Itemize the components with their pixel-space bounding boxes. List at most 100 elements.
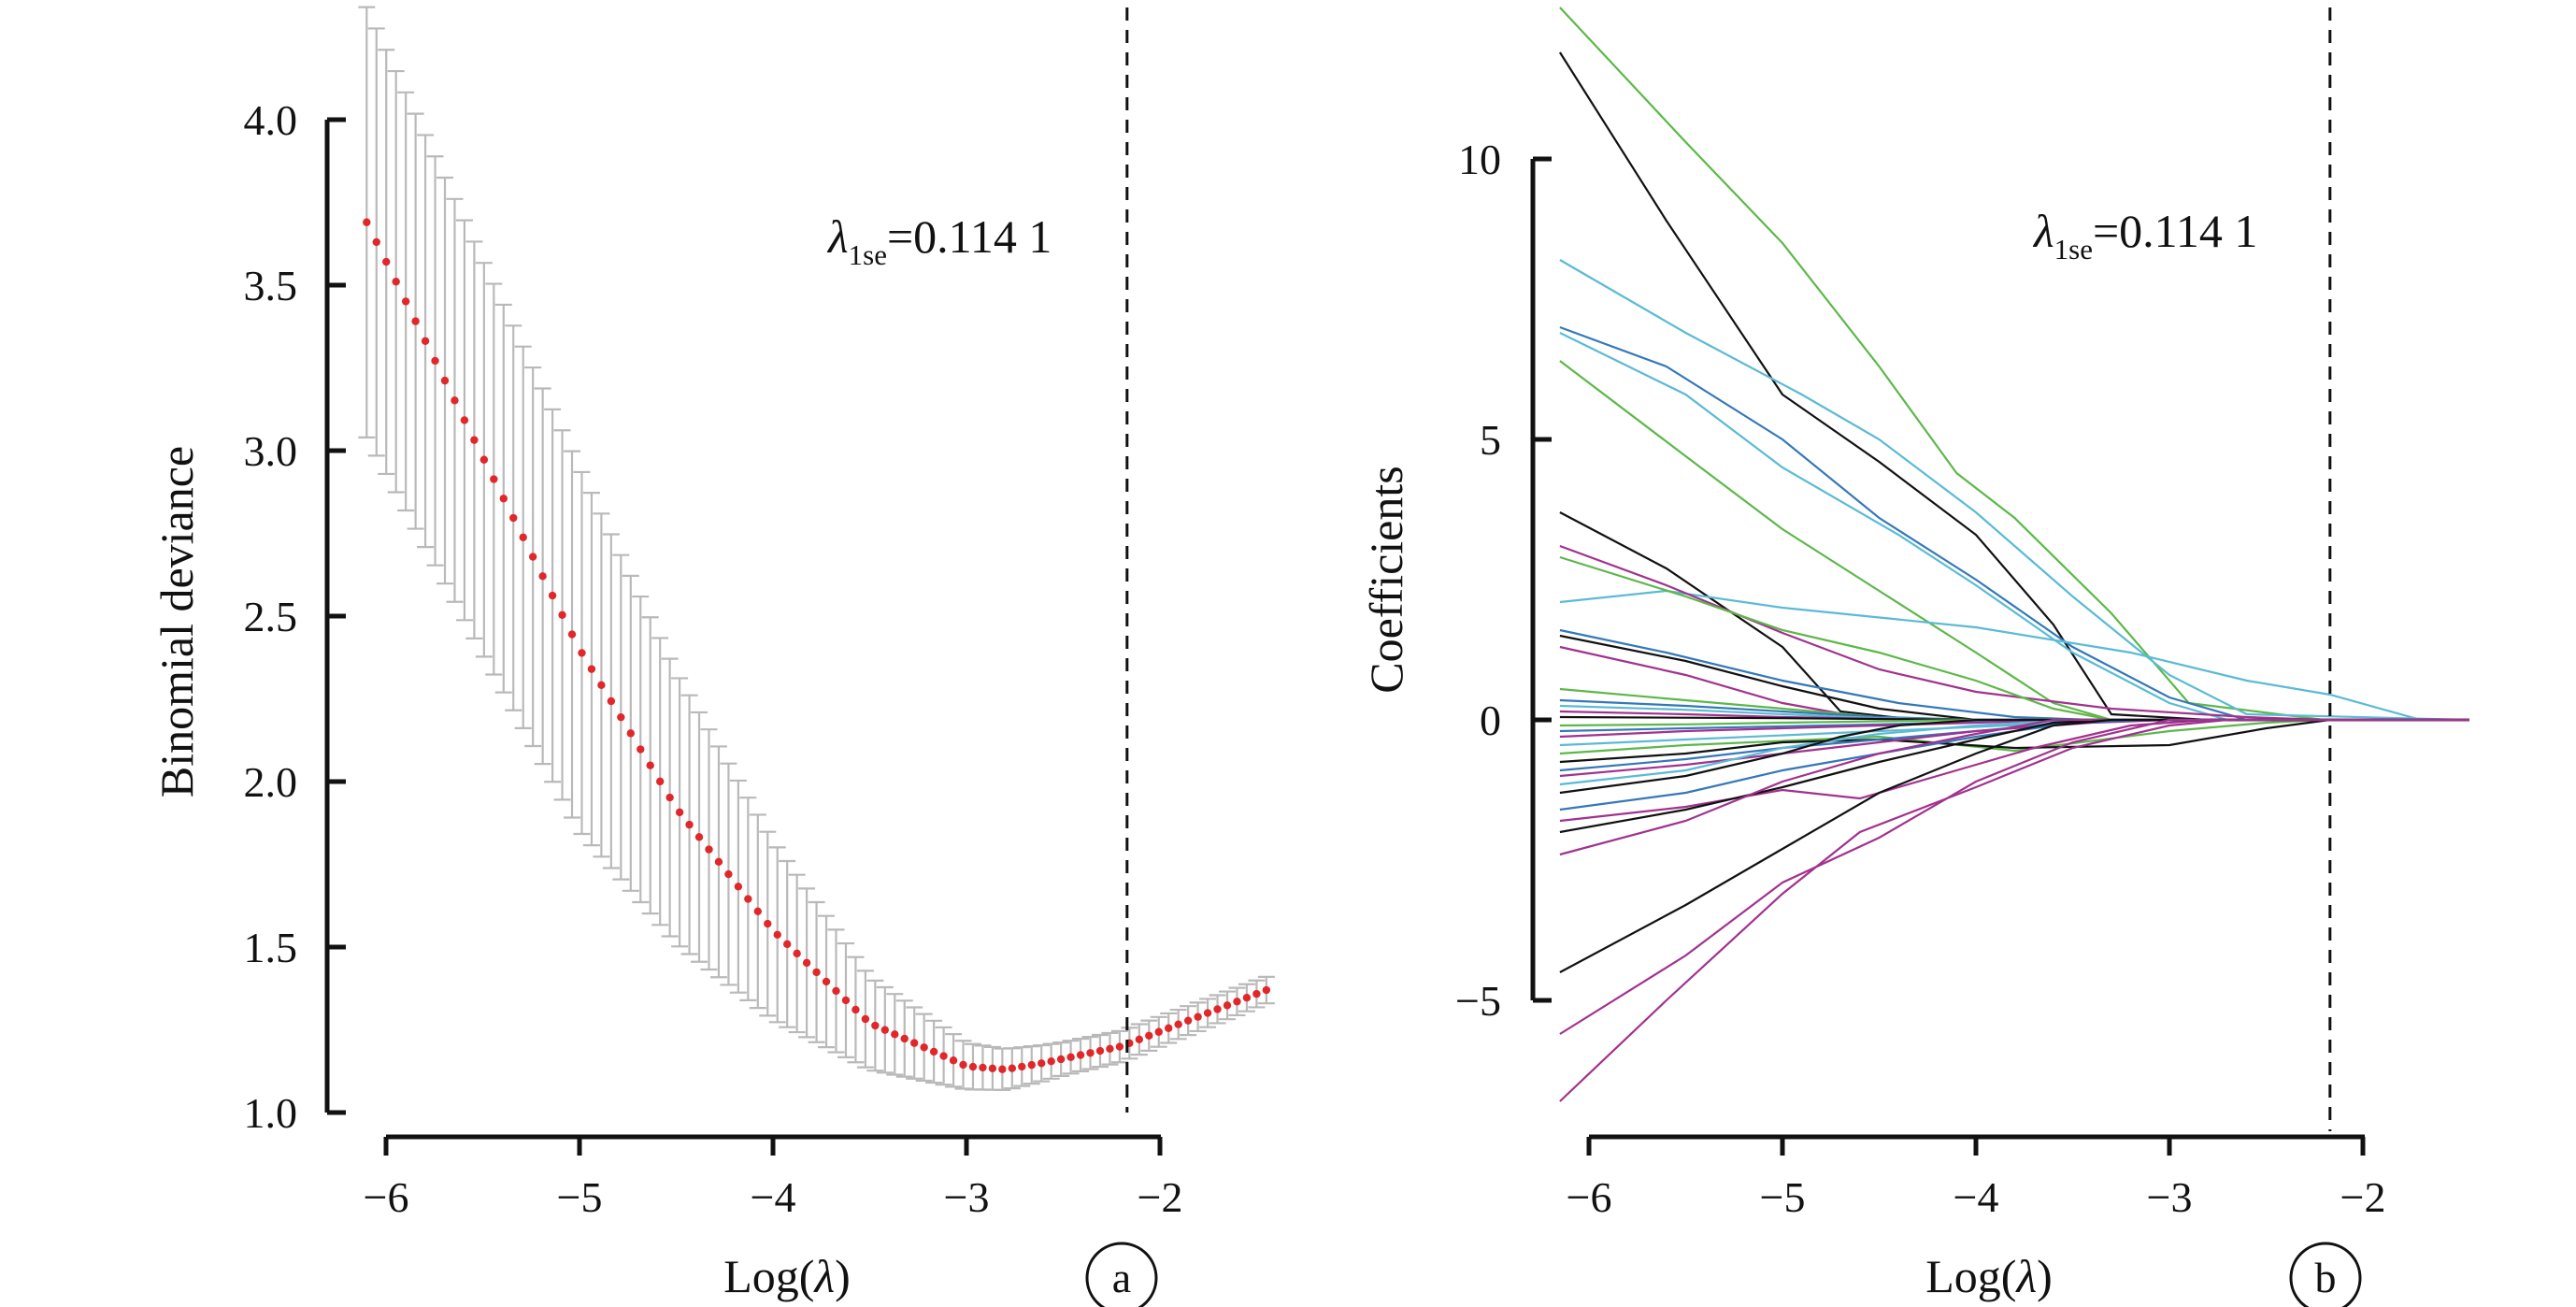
panel-a-cv-point [685,820,694,829]
panel-a-cv-point [929,1047,938,1056]
panel-a-label: a [1112,1254,1131,1301]
panel-a-cv-point [470,436,479,444]
panel-b-coefficient-path-1 [1559,7,2469,722]
panel-a-cv-point [392,278,400,286]
panel-a-cv-point [490,475,498,483]
panel-a-x-tick-label: −5 [557,1173,603,1221]
panel-a-y-tick-label: 3.0 [244,427,298,475]
panel-a-y-axis-label: Binomial deviance [150,446,203,797]
panel-b-label-circle [2289,1242,2362,1307]
panel-a-lambda-value: =0.114 1 [887,210,1052,263]
panel-b-coefficient-path-34 [1559,718,2469,1035]
panel-a-xlabel-prefix: Log( [723,1250,814,1302]
panel-a-xlabel-suffix: ) [835,1250,851,1302]
panel-a-cv-point [372,237,380,247]
panel-a-cv-point [597,681,606,690]
panel-b-xlabel-suffix: ) [2037,1250,2053,1302]
panel-a-cv-point [626,729,635,738]
panel-a-cv-point [675,808,684,817]
panel-a-cv-point [764,919,772,928]
panel-a-cv-point [1213,1005,1222,1013]
panel-a-cv-point [1106,1044,1114,1053]
panel-a-cv-point [1018,1062,1026,1071]
panel-a-cv-point [460,416,469,424]
panel-a-cv-point [1135,1035,1144,1043]
panel-a-cv-point [558,610,566,619]
panel-b-y-tick-label: 0 [1480,697,1501,744]
panel-a-cv-point [773,930,781,940]
panel-b-coefficient-path-30 [1559,718,2469,823]
panel-b-lambda-value: =0.114 1 [2093,205,2257,257]
panel-a-cv-point [655,777,665,786]
panel-a-cv-point [519,533,527,541]
panel-b-coefficient-path-8 [1559,589,2469,722]
panel-a-cv-point [587,665,596,673]
panel-a-cv-point [646,761,654,769]
panel-a-cv-point [401,297,410,306]
panel-b-x-tick-label: −3 [2147,1173,2193,1221]
panel-a-cv-point [440,376,450,385]
panel-a-cv-point [1174,1020,1182,1028]
panel-b-y-tick-label: 10 [1458,136,1501,183]
panel-a-cv-point [891,1030,899,1039]
panel-a-cv-point [421,337,430,345]
panel-a-cv-point [1233,998,1241,1006]
panel-a-cv-point [1008,1064,1017,1072]
panel-b-coefficient-path-2 [1558,51,2469,722]
panel-a-cv-point [479,455,489,464]
panel-a-cv-point [1145,1031,1153,1040]
panel-a-cv-point [1203,1009,1212,1017]
panel-b-x-tick-label: −2 [2340,1173,2386,1221]
panel-b-y-ticks: −5 0 5 10 [1455,136,1552,1025]
panel-b-x-tick-label: −6 [1567,1173,1612,1221]
panel-b-lambda-symbol: λ [2032,205,2054,257]
panel-a-cv-point [1095,1046,1105,1056]
panel-a-cv-point [363,218,371,226]
panel-a-y-tick-label: 1.5 [244,924,298,971]
panel-a-cv-point [949,1056,958,1065]
panel-b-coefficient-path-33 [1559,718,2469,973]
panel-a-cv-point [1223,1001,1232,1010]
panel-a-x-axis-label: Log(λ) [723,1250,851,1302]
panel-a-marks [358,6,1275,1091]
panel-b-y-tick-label: −5 [1455,977,1501,1025]
panel-a-cv-point [528,553,537,561]
panel-a-cv-point [822,977,831,986]
panel-a-cv-point [1262,985,1271,995]
panel-a-y-ticks: 1.0 1.5 2.0 2.5 3.0 3.5 4.0 [244,96,346,1137]
panel-a-cv-point [1154,1027,1163,1036]
panel-a-label-circle [1085,1242,1158,1307]
panel-a-cv-point [499,495,508,503]
panel-a-cv-point [1047,1057,1055,1066]
panel-b-x-tick-label: −4 [1953,1173,1999,1221]
panel-b-coefficient-path-4 [1559,325,2469,722]
panel-a-cv-point [637,745,645,754]
panel-a-cv-point [1027,1060,1036,1070]
panel-a-cv-point [979,1063,987,1072]
panel-b-coefficient-path-6 [1559,360,2469,722]
panel-a-cv-point [920,1043,928,1052]
panel-a-cv-point [998,1065,1007,1073]
panel-a-cv-point [841,996,851,1005]
panel-a-lambda-subscript: 1se [849,238,887,271]
panel-b-coefficient-path-35 [1559,718,2469,1102]
panel-b-x-tick-label: −5 [1760,1173,1806,1221]
panel-a-cv-point [431,356,439,366]
panel-b-coefficient-path-3 [1559,259,2469,722]
panel-a-cv-point [694,833,704,841]
panel-a-cv-point [939,1052,948,1060]
panel-b-coefficient-path-28 [1559,718,2469,795]
panel-a-y-tick-label: 3.5 [244,262,298,309]
panel-a-cv-point [724,869,733,879]
panel-a-cv-point [852,1005,860,1014]
panel-a-cv-point [812,968,821,977]
panel-a-cv-point [1242,993,1252,1002]
panel-a-cv-point [753,907,762,915]
panel-a-cv-point [509,513,518,523]
panel-a-cv-point [832,986,840,996]
panel-a-y-tick-label: 2.5 [244,593,298,640]
panel-a-cv-point [734,883,743,891]
panel-a-x-tick-label: −6 [364,1173,409,1221]
